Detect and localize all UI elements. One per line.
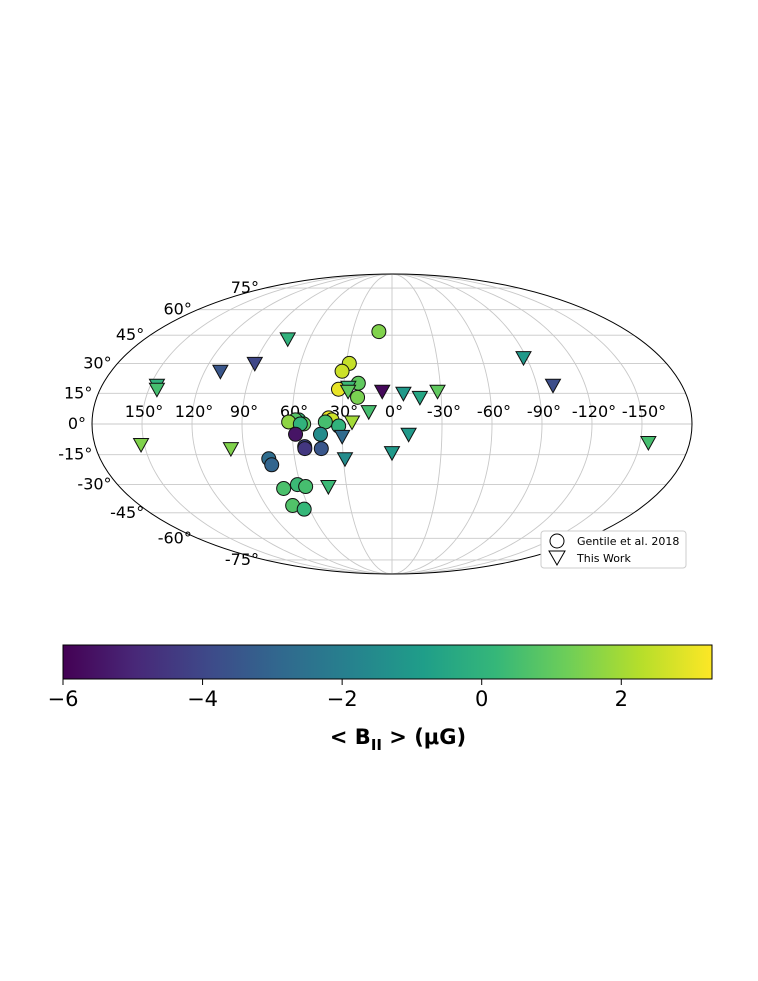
triangle-point	[544, 378, 562, 394]
colorbar-tick-label: 0	[475, 687, 488, 711]
longitude-tick-label: 0°	[385, 402, 403, 421]
data-points	[132, 324, 657, 517]
circle-point	[371, 324, 387, 340]
meridian-line	[391, 274, 493, 574]
circle-point	[276, 480, 292, 496]
colorbar-tick-label: −6	[48, 687, 79, 711]
triangle-point	[395, 386, 412, 402]
longitude-tick-labels: 150° 120° 90° 60° 30° 0° -30° -60° -90° -120° -150…	[125, 402, 666, 421]
latitude-tick-labels: 75° 60° 45° 30° 15° 0° -15° -30° -45° -60° -75°	[58, 278, 259, 569]
triangle-point	[246, 356, 264, 372]
triangle-point	[212, 364, 229, 380]
triangle-point	[383, 446, 401, 462]
longitude-tick-label: 150°	[125, 402, 164, 421]
legend-box	[540, 530, 687, 569]
colorbar: −6 −4 −2 0 2 < BII > (μG)	[48, 644, 713, 754]
triangle-point	[360, 405, 378, 421]
circle-point	[350, 389, 366, 405]
triangle-point	[429, 384, 446, 400]
latitude-tick-label: -45°	[110, 503, 144, 522]
triangle-point	[336, 452, 354, 468]
triangle-point	[279, 332, 297, 348]
circle-point	[313, 441, 329, 457]
meridian-line	[391, 274, 443, 574]
triangle-point	[339, 384, 357, 400]
triangle-point	[320, 480, 337, 496]
meridian-line	[391, 274, 543, 574]
sky-map: 150° 120° 90° 60° 30° 0° -30° -60° -90° -120° -150…	[58, 273, 693, 575]
triangle-point	[132, 438, 150, 454]
circle-point	[313, 426, 329, 442]
longitude-tick-label: -150°	[622, 402, 666, 421]
longitude-tick-label: -120°	[572, 402, 616, 421]
colorbar-gradient	[62, 644, 713, 680]
circle-point	[264, 457, 280, 473]
legend-circle-marker	[549, 533, 565, 549]
meridian-line	[191, 274, 393, 574]
latitude-tick-label: 15°	[64, 383, 92, 402]
meridian-line	[141, 274, 393, 574]
longitude-tick-label: -60°	[477, 402, 511, 421]
map-outline	[91, 273, 693, 575]
triangle-point	[411, 390, 429, 406]
longitude-tick-label: -30°	[427, 402, 461, 421]
latitude-tick-label: 60°	[164, 300, 192, 319]
longitude-tick-label: 120°	[175, 402, 214, 421]
circle-point	[288, 426, 304, 442]
latitude-tick-label: 45°	[116, 325, 144, 344]
triangle-point	[373, 384, 391, 400]
triangle-point	[515, 351, 532, 367]
legend-label-this-work: This Work	[576, 552, 631, 565]
latitude-tick-label: -75°	[225, 550, 259, 569]
colorbar-label-suffix: > (μG)	[382, 725, 466, 749]
legend: Gentile et al. 2018 This Work	[540, 530, 687, 569]
circle-point	[297, 441, 313, 457]
circle-point	[334, 363, 350, 379]
legend-label-gentile: Gentile et al. 2018	[577, 535, 679, 548]
latitude-tick-label: -15°	[58, 445, 92, 464]
latitude-tick-label: -60°	[158, 528, 192, 547]
longitude-tick-label: 90°	[230, 402, 258, 421]
circle-point	[298, 479, 314, 495]
meridian-line	[241, 274, 393, 574]
latitude-tick-label: 30°	[83, 353, 111, 372]
circle-point	[296, 501, 312, 517]
latitude-tick-label: 75°	[231, 278, 259, 297]
triangle-point	[343, 415, 361, 431]
latitude-tick-label: 0°	[68, 414, 86, 433]
colorbar-label-subscript: II	[371, 736, 382, 754]
triangle-point	[400, 427, 417, 443]
colorbar-tick-label: 2	[615, 687, 628, 711]
triangle-point	[148, 382, 166, 398]
colorbar-label: < BII > (μG)	[330, 725, 466, 754]
colorbar-ticks: −6 −4 −2 0 2	[48, 679, 628, 711]
colorbar-label-prefix: < B	[330, 725, 371, 749]
longitude-tick-label: -90°	[527, 402, 561, 421]
legend-triangle-marker	[548, 550, 566, 567]
triangle-point	[222, 442, 240, 458]
meridian-line	[391, 274, 593, 574]
triangle-point	[333, 429, 351, 445]
colorbar-tick-label: −2	[327, 687, 358, 711]
colorbar-tick-label: −4	[187, 687, 218, 711]
latitude-tick-label: -30°	[77, 475, 111, 494]
triangle-point	[640, 435, 657, 452]
